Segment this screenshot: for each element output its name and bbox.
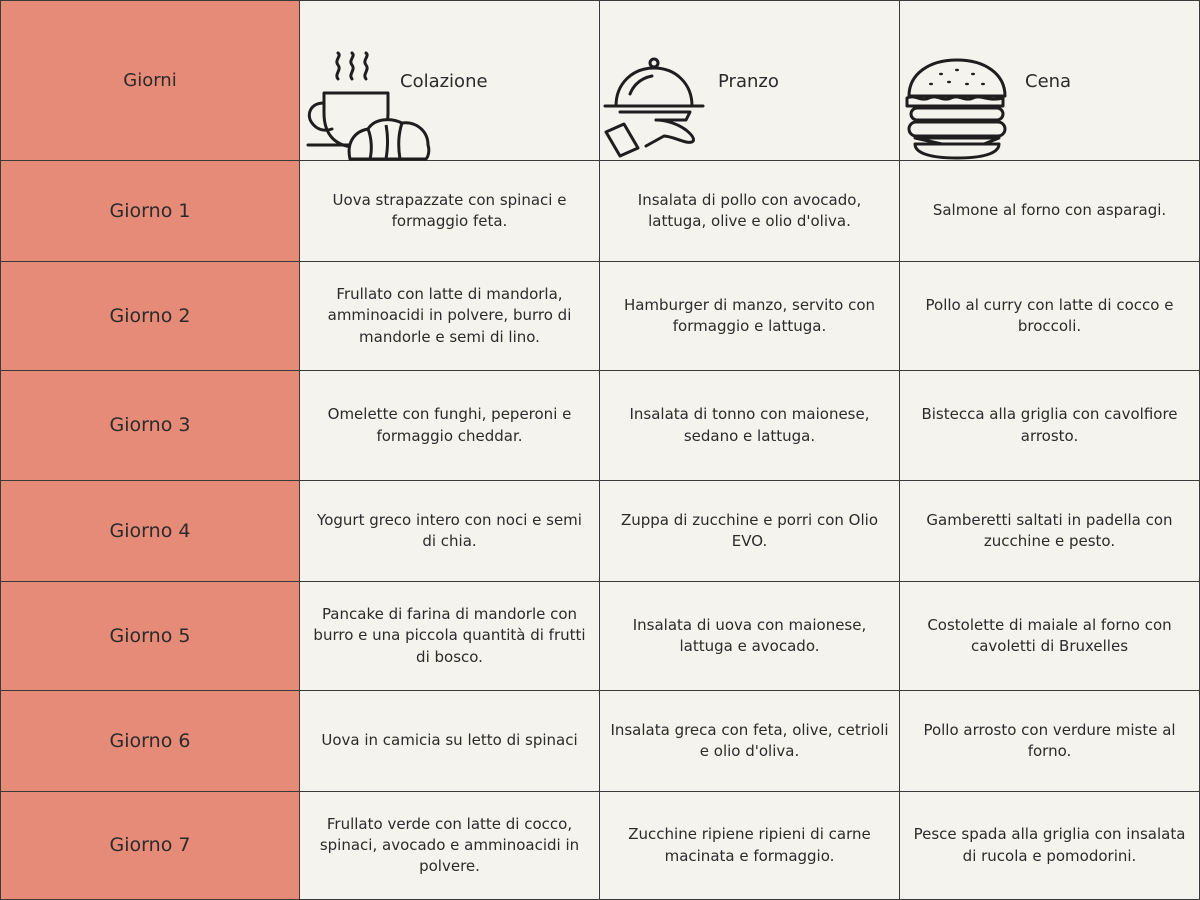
day-label: Giorno 2 — [109, 304, 191, 327]
day-cell: Giorno 1 — [0, 161, 300, 262]
day-label: Giorno 5 — [109, 624, 191, 647]
dinner-text: Gamberetti saltati in padella con zucchi… — [926, 510, 1173, 550]
lunch-cell: Zucchine ripiene ripieni di carne macina… — [600, 792, 900, 900]
lunch-text: Insalata di pollo con avocado, lattuga, … — [637, 190, 862, 230]
burger-icon — [905, 58, 1007, 160]
dinner-cell: Costolette di maiale al forno con cavole… — [900, 582, 1200, 691]
dinner-cell: Pollo al curry con latte di cocco e broc… — [900, 262, 1200, 371]
day-cell: Giorno 2 — [0, 262, 300, 371]
dinner-text: Salmone al forno con asparagi. — [932, 201, 1167, 220]
dinner-text: Costolette di maiale al forno con cavole… — [927, 615, 1172, 655]
day-cell: Giorno 7 — [0, 792, 300, 900]
breakfast-text: Pancake di farina di mandorle con burro … — [313, 605, 586, 666]
breakfast-text: Frullato verde con latte di cocco, spina… — [319, 814, 580, 876]
day-cell: Giorno 5 — [0, 582, 300, 691]
header-breakfast-label: Colazione — [400, 71, 488, 92]
coffee-croissant-icon — [306, 51, 431, 161]
lunch-cell: Insalata di uova con maionese, lattuga e… — [600, 582, 900, 691]
day-label: Giorno 1 — [109, 199, 191, 222]
breakfast-cell: Frullato verde con latte di cocco, spina… — [300, 792, 600, 900]
day-label: Giorno 4 — [109, 519, 191, 542]
breakfast-text: Omelette con funghi, peperoni e formaggi… — [327, 405, 572, 445]
header-lunch: Pranzo — [600, 0, 900, 161]
dinner-cell: Pesce spada alla griglia con insalata di… — [900, 792, 1200, 900]
lunch-text: Insalata di tonno con maionese, sedano e… — [629, 405, 870, 445]
breakfast-text: Uova strapazzate con spinaci e formaggio… — [332, 190, 567, 230]
lunch-text: Zucchine ripiene ripieni di carne macina… — [628, 825, 871, 865]
lunch-cell: Hamburger di manzo, servito con formaggi… — [600, 262, 900, 371]
breakfast-cell: Uova in camicia su letto di spinaci — [300, 691, 600, 792]
dinner-text: Bistecca alla griglia con cavolfiore arr… — [921, 405, 1178, 445]
header-lunch-label: Pranzo — [718, 71, 779, 92]
breakfast-text: Frullato con latte di mandorla, amminoac… — [327, 285, 572, 346]
lunch-cell: Zuppa di zucchine e porri con Olio EVO. — [600, 481, 900, 582]
cloche-serving-icon — [603, 57, 705, 158]
lunch-cell: Insalata greca con feta, olive, cetrioli… — [600, 691, 900, 792]
breakfast-cell: Yogurt greco intero con noci e semi di c… — [300, 481, 600, 582]
day-label: Giorno 7 — [109, 834, 191, 857]
header-breakfast: Colazione — [300, 0, 600, 161]
breakfast-cell: Pancake di farina di mandorle con burro … — [300, 582, 600, 691]
breakfast-cell: Uova strapazzate con spinaci e formaggio… — [300, 161, 600, 262]
day-cell: Giorno 4 — [0, 481, 300, 582]
dinner-text: Pollo al curry con latte di cocco e broc… — [925, 295, 1174, 335]
header-days-label: Giorni — [123, 69, 177, 91]
day-cell: Giorno 6 — [0, 691, 300, 792]
lunch-cell: Insalata di pollo con avocado, lattuga, … — [600, 161, 900, 262]
day-cell: Giorno 3 — [0, 371, 300, 481]
breakfast-text: Yogurt greco intero con noci e semi di c… — [317, 510, 582, 550]
dinner-cell: Bistecca alla griglia con cavolfiore arr… — [900, 371, 1200, 481]
dinner-text: Pollo arrosto con verdure miste al forno… — [923, 720, 1176, 760]
lunch-text: Zuppa di zucchine e porri con Olio EVO. — [620, 510, 878, 550]
lunch-text: Insalata di uova con maionese, lattuga e… — [632, 615, 867, 655]
header-dinner-label: Cena — [1025, 71, 1072, 92]
breakfast-text: Uova in camicia su letto di spinaci — [321, 731, 578, 750]
dinner-cell: Salmone al forno con asparagi. — [900, 161, 1200, 262]
lunch-cell: Insalata di tonno con maionese, sedano e… — [600, 371, 900, 481]
header-dinner: Cena — [900, 0, 1200, 161]
dinner-cell: Gamberetti saltati in padella con zucchi… — [900, 481, 1200, 582]
lunch-text: Insalata greca con feta, olive, cetrioli… — [610, 720, 889, 760]
breakfast-cell: Frullato con latte di mandorla, amminoac… — [300, 262, 600, 371]
lunch-text: Hamburger di manzo, servito con formaggi… — [623, 295, 876, 335]
header-days: Giorni — [0, 0, 300, 161]
day-label: Giorno 3 — [109, 414, 191, 437]
dinner-cell: Pollo arrosto con verdure miste al forno… — [900, 691, 1200, 792]
dinner-text: Pesce spada alla griglia con insalata di… — [913, 825, 1186, 865]
breakfast-cell: Omelette con funghi, peperoni e formaggi… — [300, 371, 600, 481]
day-label: Giorno 6 — [109, 729, 191, 752]
